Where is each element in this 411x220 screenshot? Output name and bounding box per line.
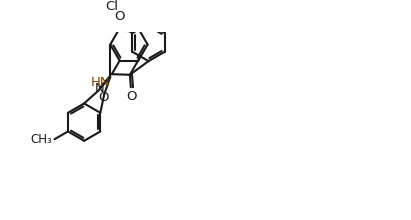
Text: CH₃: CH₃ <box>30 133 52 146</box>
Text: HN: HN <box>91 76 111 89</box>
Text: O: O <box>99 91 109 104</box>
Text: O: O <box>127 90 137 103</box>
Text: Cl: Cl <box>106 0 119 13</box>
Text: O: O <box>114 10 125 23</box>
Text: N: N <box>95 82 104 95</box>
